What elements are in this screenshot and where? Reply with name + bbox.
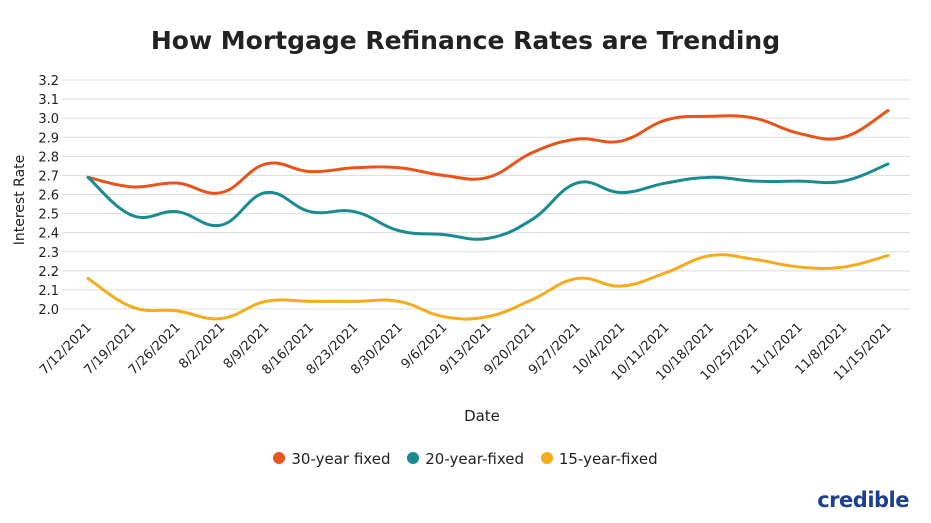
series-line-30-year-fixed [86, 109, 890, 195]
legend-item-15-year: 15-year-fixed [540, 450, 658, 468]
y-tick-label: 3.2 [38, 74, 59, 89]
legend: 30-year fixed 20-year-fixed 15-year-fixe… [0, 450, 931, 468]
legend-label-20-year: 20-year-fixed [425, 450, 525, 468]
x-axis-label: Date [464, 407, 500, 425]
series-line-15-year-fixed [86, 253, 890, 321]
legend-dot-20-year [407, 451, 420, 464]
chart-title: How Mortgage Refinance Rates are Trendin… [150, 26, 781, 55]
y-tick-label: 3.1 [38, 93, 59, 108]
y-axis-label: Interest Rate [12, 155, 28, 246]
y-tick-label: 2.3 [38, 246, 59, 261]
y-tick-label: 2.5 [38, 208, 59, 223]
legend-dot-15-year [540, 451, 553, 464]
series-line-20-year-fixed [86, 162, 890, 241]
x-tick-label: 8/2/2021 [176, 320, 228, 372]
legend-label-15-year: 15-year-fixed [558, 450, 658, 468]
y-tick-label: 3.0 [38, 112, 59, 127]
legend-item-30-year: 30-year fixed [273, 450, 390, 468]
y-tick-label: 2.1 [38, 284, 59, 299]
x-axis-ticks: 7/12/20217/19/20217/26/20218/2/20218/9/2… [37, 320, 895, 384]
y-axis-ticks: 3.2 3.1 3.0 2.9 2.8 2.7 2.6 2.5 2.4 2.3 2.2 2.1 2.0 [38, 74, 59, 318]
gridlines [62, 79, 910, 310]
legend-dot-30-year [273, 451, 286, 464]
legend-label-30-year: 30-year fixed [291, 450, 391, 468]
y-tick-label: 2.0 [38, 303, 59, 318]
y-tick-label: 2.4 [38, 227, 59, 242]
y-tick-label: 2.2 [38, 265, 59, 280]
y-tick-label: 2.8 [38, 150, 59, 165]
credible-logo: credible [817, 488, 909, 512]
series-lines [86, 109, 890, 321]
y-tick-label: 2.7 [38, 169, 59, 184]
y-tick-label: 2.6 [38, 189, 59, 204]
legend-item-20-year: 20-year-fixed [407, 450, 524, 468]
y-tick-label: 2.9 [38, 131, 59, 146]
